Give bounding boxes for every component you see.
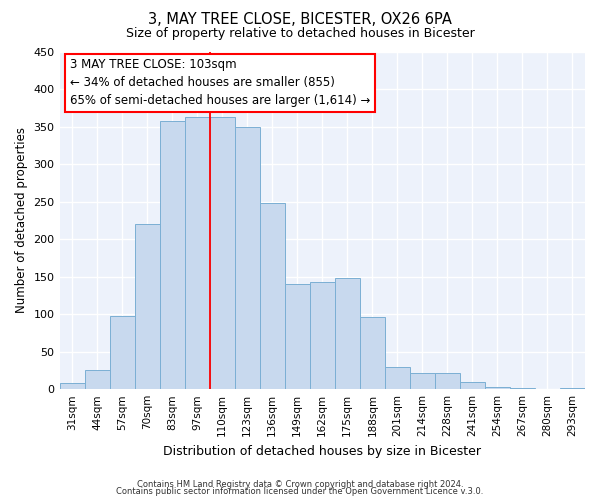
Bar bbox=[460, 382, 485, 389]
Bar bbox=[435, 372, 460, 389]
Text: Size of property relative to detached houses in Bicester: Size of property relative to detached ho… bbox=[125, 28, 475, 40]
Bar bbox=[485, 387, 510, 389]
Bar bbox=[560, 388, 585, 389]
Bar bbox=[260, 203, 285, 389]
Bar bbox=[185, 117, 209, 389]
Bar bbox=[209, 117, 235, 389]
Bar bbox=[360, 317, 385, 389]
Y-axis label: Number of detached properties: Number of detached properties bbox=[15, 128, 28, 314]
Text: Contains HM Land Registry data © Crown copyright and database right 2024.: Contains HM Land Registry data © Crown c… bbox=[137, 480, 463, 489]
Text: 3 MAY TREE CLOSE: 103sqm
← 34% of detached houses are smaller (855)
65% of semi-: 3 MAY TREE CLOSE: 103sqm ← 34% of detach… bbox=[70, 58, 370, 108]
Bar bbox=[335, 278, 360, 389]
Bar bbox=[85, 370, 110, 389]
Bar bbox=[59, 383, 85, 389]
Bar bbox=[385, 366, 410, 389]
Bar bbox=[235, 126, 260, 389]
Text: Contains public sector information licensed under the Open Government Licence v.: Contains public sector information licen… bbox=[116, 487, 484, 496]
Bar bbox=[285, 284, 310, 389]
Bar bbox=[160, 120, 185, 389]
Bar bbox=[510, 388, 535, 389]
Bar bbox=[134, 224, 160, 389]
Bar bbox=[310, 282, 335, 389]
X-axis label: Distribution of detached houses by size in Bicester: Distribution of detached houses by size … bbox=[163, 444, 481, 458]
Bar bbox=[110, 316, 134, 389]
Bar bbox=[410, 372, 435, 389]
Text: 3, MAY TREE CLOSE, BICESTER, OX26 6PA: 3, MAY TREE CLOSE, BICESTER, OX26 6PA bbox=[148, 12, 452, 28]
